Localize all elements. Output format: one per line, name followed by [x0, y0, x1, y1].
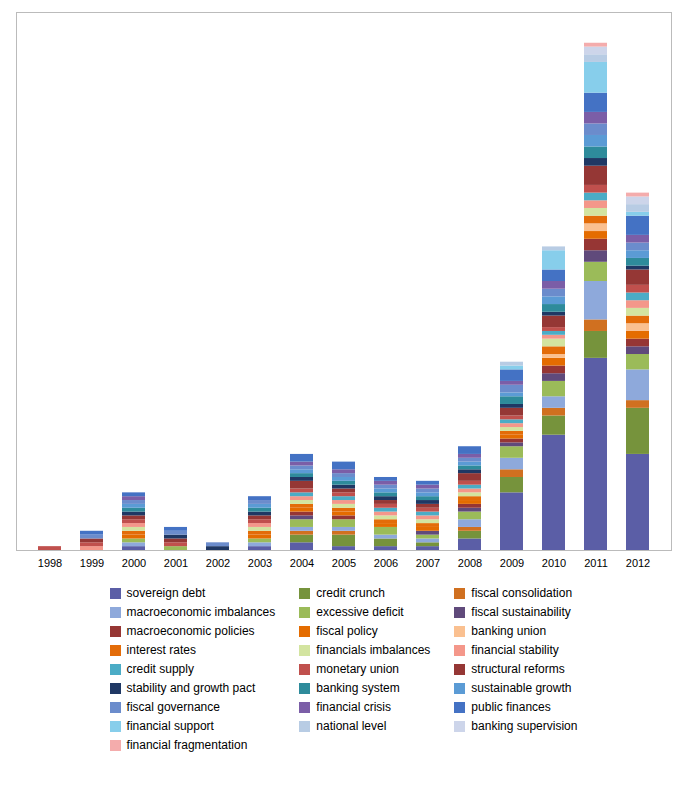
svg-text:2005: 2005 [332, 557, 356, 569]
html-text:sustainable growth: sustainable growth [471, 681, 572, 695]
html-text:credit crunch: credit crunch [316, 586, 385, 600]
html-text:credit supply: credit supply [126, 662, 194, 676]
svg-text:1998: 1998 [38, 557, 62, 569]
html-text:stability and growth pact: stability and growth pact [126, 681, 256, 695]
html-text:financial crisis: financial crisis [316, 700, 391, 714]
html-text:fiscal policy: fiscal policy [316, 624, 378, 638]
html-text:fiscal sustainability: fiscal sustainability [471, 605, 571, 619]
html-text:excessive deficit: excessive deficit [316, 605, 404, 619]
svg-text:2002: 2002 [206, 557, 230, 569]
svg-text:2001: 2001 [164, 557, 188, 569]
svg-text:2009: 2009 [500, 557, 524, 569]
html-text:macroeconomic imbalances: macroeconomic imbalances [126, 605, 276, 619]
svg-text:2011: 2011 [584, 557, 608, 569]
html-text:fiscal consolidation: fiscal consolidation [471, 586, 573, 600]
html-text:fiscal governance: fiscal governance [126, 700, 220, 714]
svg-text:2000: 2000 [122, 557, 146, 569]
html-text:interest rates: interest rates [126, 643, 196, 657]
svg-text:2012: 2012 [626, 557, 650, 569]
svg-text:2006: 2006 [374, 557, 398, 569]
html-text:financial fragmentation: financial fragmentation [126, 738, 248, 752]
html-text:structural reforms: structural reforms [471, 662, 565, 676]
html-text:banking supervision: banking supervision [471, 719, 578, 733]
html-text:banking system: banking system [316, 681, 400, 695]
html-text:macroeconomic policies: macroeconomic policies [126, 624, 255, 638]
svg-text:2004: 2004 [290, 557, 314, 569]
html-text:banking union: banking union [471, 624, 547, 638]
html-text:national level: national level [316, 719, 387, 733]
svg-text:2007: 2007 [416, 557, 440, 569]
svg-text:2010: 2010 [542, 557, 566, 569]
html-text:sovereign debt: sovereign debt [126, 586, 206, 600]
html-text:monetary union: monetary union [316, 662, 399, 676]
html-text:financial stability: financial stability [471, 643, 559, 657]
svg-text:2003: 2003 [248, 557, 272, 569]
svg-text:1999: 1999 [80, 557, 104, 569]
html-text:public finances: public finances [471, 700, 551, 714]
html-text:financial support: financial support [126, 719, 214, 733]
html-text:financials imbalances: financials imbalances [316, 643, 431, 657]
svg-text:2008: 2008 [458, 557, 482, 569]
